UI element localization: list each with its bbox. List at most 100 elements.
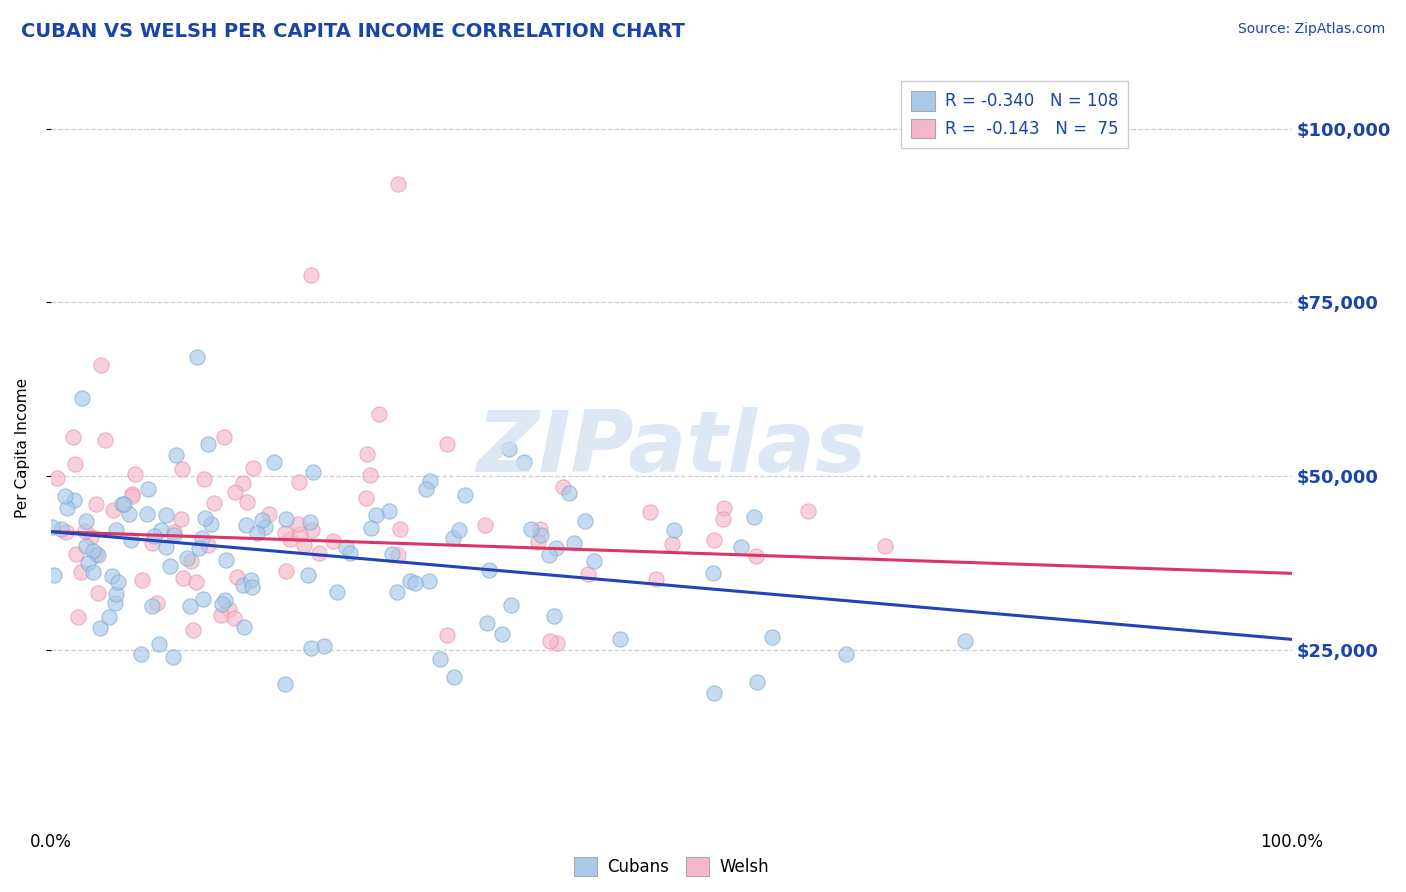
Point bbox=[292, 538, 315, 552]
Point bbox=[354, 491, 377, 505]
Point bbox=[274, 676, 297, 690]
Point bbox=[339, 546, 361, 560]
Point bbox=[240, 580, 263, 594]
Point bbox=[360, 521, 382, 535]
Point bbox=[235, 518, 257, 533]
Point bbox=[491, 626, 513, 640]
Point bbox=[87, 585, 110, 599]
Point bbox=[112, 498, 135, 512]
Point bbox=[146, 596, 169, 610]
Point bbox=[441, 531, 464, 545]
Point bbox=[101, 503, 124, 517]
Point bbox=[415, 483, 437, 497]
Point bbox=[209, 607, 232, 622]
Point bbox=[191, 532, 214, 546]
Point bbox=[702, 566, 724, 580]
Point bbox=[180, 554, 202, 568]
Point bbox=[301, 465, 323, 479]
Point bbox=[252, 513, 274, 527]
Point bbox=[538, 633, 561, 648]
Point bbox=[263, 455, 285, 469]
Point bbox=[449, 523, 471, 537]
Point bbox=[194, 511, 217, 525]
Point bbox=[104, 523, 127, 537]
Point bbox=[84, 497, 107, 511]
Point bbox=[142, 529, 165, 543]
Point bbox=[288, 475, 311, 490]
Point bbox=[276, 564, 298, 578]
Point bbox=[159, 558, 181, 573]
Point bbox=[163, 527, 186, 541]
Point bbox=[94, 434, 117, 448]
Point bbox=[299, 268, 322, 282]
Point bbox=[202, 496, 225, 510]
Point bbox=[499, 598, 522, 612]
Text: ZIPatlas: ZIPatlas bbox=[477, 407, 866, 490]
Point bbox=[454, 488, 477, 502]
Point bbox=[558, 486, 581, 500]
Legend: Cubans, Welsh: Cubans, Welsh bbox=[567, 850, 775, 883]
Point bbox=[118, 508, 141, 522]
Point bbox=[215, 553, 238, 567]
Point bbox=[218, 602, 240, 616]
Point bbox=[299, 640, 322, 655]
Point bbox=[224, 485, 246, 500]
Point bbox=[546, 636, 568, 650]
Point bbox=[214, 592, 236, 607]
Point bbox=[543, 608, 565, 623]
Point bbox=[65, 547, 87, 561]
Point bbox=[98, 610, 121, 624]
Point bbox=[703, 686, 725, 700]
Point bbox=[744, 549, 766, 564]
Point bbox=[232, 577, 254, 591]
Point bbox=[172, 462, 194, 476]
Point bbox=[287, 516, 309, 531]
Point bbox=[529, 522, 551, 536]
Point bbox=[274, 512, 297, 526]
Point bbox=[576, 567, 599, 582]
Point bbox=[193, 472, 215, 486]
Point bbox=[90, 358, 112, 372]
Point bbox=[301, 523, 323, 537]
Point bbox=[150, 523, 173, 537]
Point bbox=[436, 628, 458, 642]
Point bbox=[529, 528, 551, 542]
Point bbox=[136, 508, 159, 522]
Point bbox=[44, 568, 66, 582]
Point bbox=[236, 494, 259, 508]
Point bbox=[551, 480, 574, 494]
Point bbox=[176, 550, 198, 565]
Point bbox=[155, 540, 177, 554]
Point bbox=[742, 509, 765, 524]
Point bbox=[211, 597, 233, 611]
Point bbox=[45, 471, 67, 485]
Point bbox=[82, 565, 104, 579]
Point bbox=[796, 504, 818, 518]
Point bbox=[170, 511, 193, 525]
Point bbox=[179, 599, 201, 613]
Point bbox=[478, 563, 501, 577]
Point bbox=[953, 633, 976, 648]
Point bbox=[713, 501, 735, 516]
Point bbox=[544, 541, 567, 556]
Point bbox=[246, 525, 269, 540]
Point bbox=[436, 437, 458, 451]
Point bbox=[359, 468, 381, 483]
Point bbox=[299, 515, 322, 529]
Point bbox=[121, 487, 143, 501]
Point bbox=[242, 461, 264, 475]
Point bbox=[378, 504, 401, 518]
Point bbox=[368, 407, 391, 421]
Point bbox=[75, 514, 97, 528]
Point bbox=[419, 474, 441, 488]
Point bbox=[186, 350, 208, 364]
Point bbox=[89, 621, 111, 635]
Point bbox=[387, 177, 409, 191]
Text: Source: ZipAtlas.com: Source: ZipAtlas.com bbox=[1237, 22, 1385, 37]
Point bbox=[131, 573, 153, 587]
Point bbox=[254, 519, 277, 533]
Point bbox=[288, 526, 311, 541]
Point bbox=[41, 520, 63, 534]
Point bbox=[101, 568, 124, 582]
Point bbox=[63, 457, 86, 471]
